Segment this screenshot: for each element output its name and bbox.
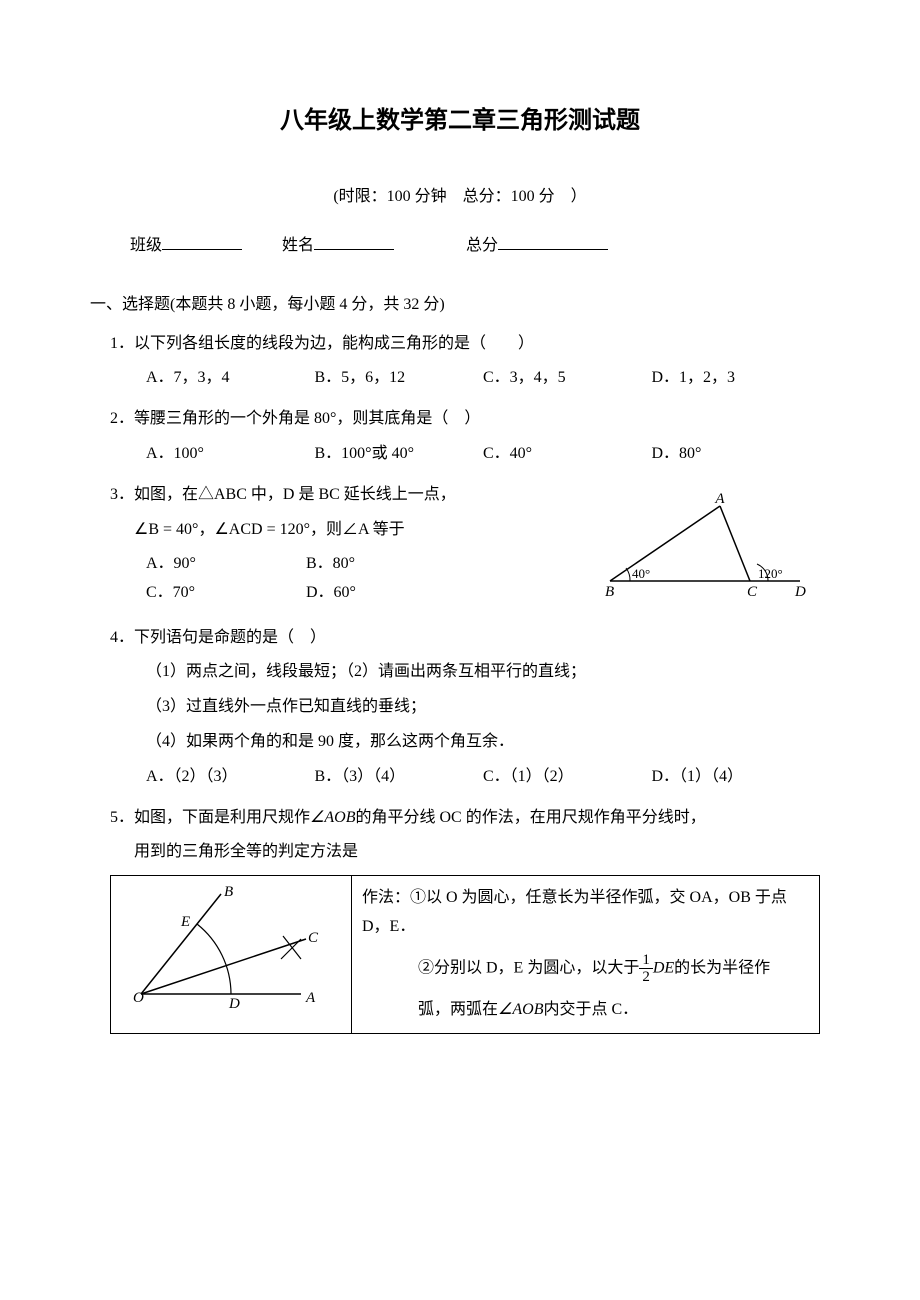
q1-text: 1．以下列各组长度的线段为边，能构成三角形的是（ ） — [110, 330, 820, 359]
q5-label-c: C — [308, 930, 319, 946]
q3-line2: ∠B = 40°，∠ACD = 120°，则∠A 等于 — [110, 516, 590, 545]
q3-label-c: C — [747, 584, 758, 600]
q2-opt-b: B．100°或 40° — [315, 440, 484, 469]
q5-label-e: E — [180, 914, 190, 930]
question-2: 2．等腰三角形的一个外角是 80°，则其底角是（ ） A．100° B．100°… — [100, 405, 820, 469]
q5-step1: 作法：①以 O 为圆心，任意长为半径作弧，交 OA，OB 于点 D，E． — [362, 884, 809, 942]
q3-label-d: D — [794, 584, 806, 600]
q3-opt-c: C．70° — [146, 579, 306, 608]
q1-opt-a: A．7，3，4 — [146, 364, 315, 393]
q3-angle-b: 40° — [632, 566, 650, 581]
q3-line1: 3．如图，在△ABC 中，D 是 BC 延长线上一点， — [110, 481, 590, 510]
q5-step2b: 弧，两弧在∠AOB内交于点 C． — [362, 996, 809, 1025]
info-line: 班级 姓名 总分 — [100, 232, 820, 261]
q1-opt-c: C．3，4，5 — [483, 364, 652, 393]
q5-steps-cell: 作法：①以 O 为圆心，任意长为半径作弧，交 OA，OB 于点 D，E． ②分别… — [352, 876, 820, 1034]
class-label: 班级 — [130, 237, 162, 254]
q5-label-b: B — [224, 884, 233, 900]
q2-opt-d: D．80° — [652, 440, 821, 469]
q4-opt-d: D．（1）（4） — [652, 763, 821, 792]
name-label: 姓名 — [282, 237, 314, 254]
question-5: 5．如图，下面是利用尺规作∠AOB的角平分线 OC 的作法，在用尺规作角平分线时… — [100, 804, 820, 1034]
subtitle: (时限：100 分钟 总分：100 分 ） — [100, 183, 820, 212]
q3-label-a: A — [714, 491, 725, 507]
section-header: 一、选择题(本题共 8 小题，每小题 4 分，共 32 分) — [90, 291, 820, 320]
q2-text: 2．等腰三角形的一个外角是 80°，则其底角是（ ） — [110, 405, 820, 434]
q3-opt-d: D．60° — [306, 579, 466, 608]
q5-table: O A B C D E 作法：①以 O 为圆心，任意长为半径作弧，交 OA，OB… — [110, 875, 820, 1034]
question-3: 3．如图，在△ABC 中，D 是 BC 延长线上一点， ∠B = 40°，∠AC… — [100, 481, 820, 612]
q5-step2: ②分别以 D，E 为圆心，以大于12DE的长为半径作 — [362, 952, 809, 986]
q4-s1: （1）两点之间，线段最短；（2）请画出两条互相平行的直线； — [146, 658, 820, 687]
q4-text: 4．下列语句是命题的是（ ） — [110, 624, 820, 653]
q1-opt-d: D．1，2，3 — [652, 364, 821, 393]
question-4: 4．下列语句是命题的是（ ） （1）两点之间，线段最短；（2）请画出两条互相平行… — [100, 624, 820, 792]
q4-opt-a: A．（2）（3） — [146, 763, 315, 792]
q3-figure: A B C D 40° 120° — [590, 481, 820, 612]
q4-opt-c: C．（1）（2） — [483, 763, 652, 792]
page-title: 八年级上数学第二章三角形测试题 — [100, 100, 820, 143]
q4-s4: （4）如果两个角的和是 90 度，那么这两个角互余． — [146, 728, 820, 757]
question-1: 1．以下列各组长度的线段为边，能构成三角形的是（ ） A．7，3，4 B．5，6… — [100, 330, 820, 394]
q3-opt-b: B．80° — [306, 550, 466, 579]
q5-label-o: O — [133, 990, 144, 1006]
q5-figure-cell: O A B C D E — [111, 876, 352, 1034]
q2-opt-c: C．40° — [483, 440, 652, 469]
q5-label-d: D — [228, 996, 240, 1012]
q3-label-b: B — [605, 584, 614, 600]
name-blank — [314, 233, 394, 250]
q3-angle-c: 120° — [758, 566, 783, 581]
q4-s3: （3）过直线外一点作已知直线的垂线； — [146, 693, 820, 722]
class-blank — [162, 233, 242, 250]
total-blank — [498, 233, 608, 250]
q5-text2: 用到的三角形全等的判定方法是 — [110, 838, 820, 867]
q5-label-a: A — [305, 990, 316, 1006]
q5-figure: O A B C D E — [121, 884, 321, 1014]
q5-text: 5．如图，下面是利用尺规作∠AOB的角平分线 OC 的作法，在用尺规作角平分线时… — [110, 804, 820, 833]
q1-opt-b: B．5，6，12 — [315, 364, 484, 393]
q3-opt-a: A．90° — [146, 550, 306, 579]
q2-opt-a: A．100° — [146, 440, 315, 469]
q4-opt-b: B．（3）（4） — [315, 763, 484, 792]
total-label: 总分 — [466, 237, 498, 254]
